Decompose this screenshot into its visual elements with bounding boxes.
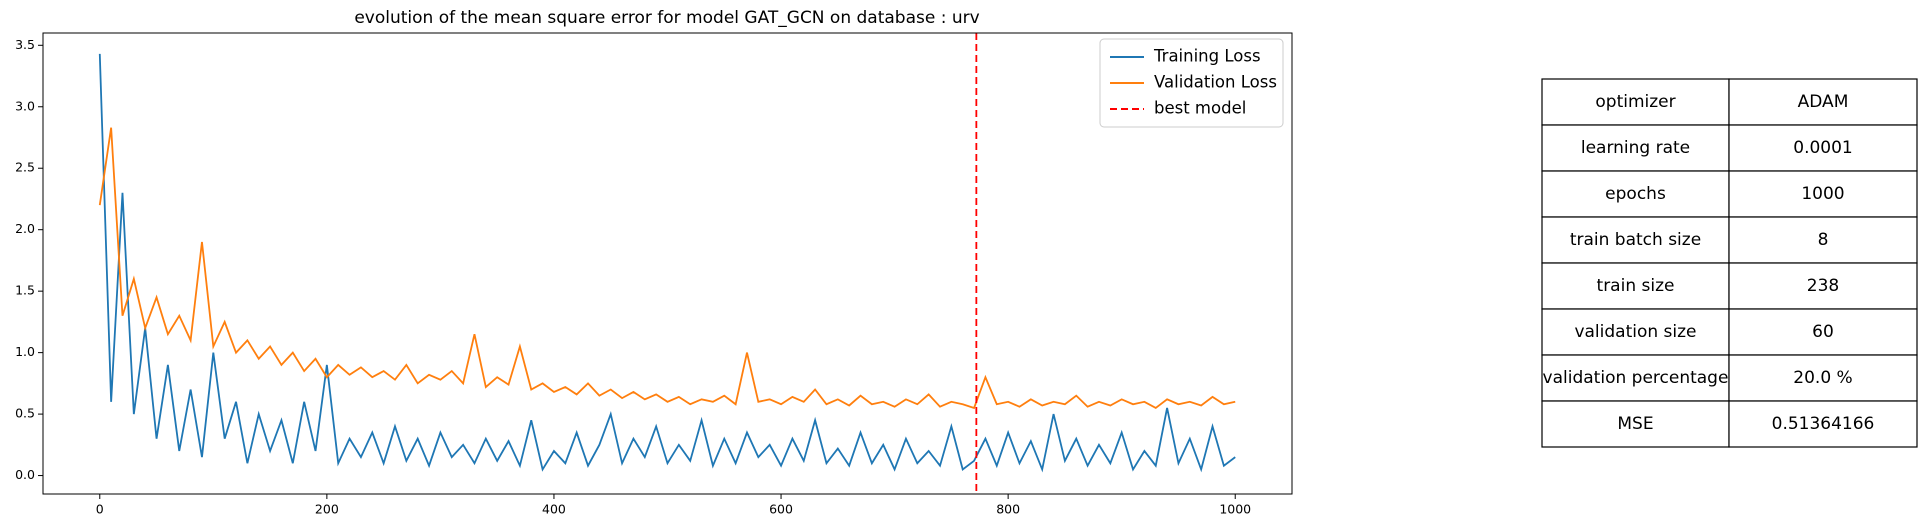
table-cell	[1541, 216, 1730, 264]
table-cell-text: 0.51364166	[1772, 414, 1875, 434]
table-cell-text: validation percentage	[1543, 368, 1729, 388]
legend-label: Validation Loss	[1154, 73, 1277, 92]
table-cell-text: 0.0001	[1793, 138, 1852, 158]
table-cell-text: learning rate	[1581, 138, 1690, 158]
plot-frame	[42, 32, 1293, 495]
x-tick-label: 0	[96, 502, 104, 517]
table-cell-text: epochs	[1605, 184, 1666, 204]
x-tick-label: 1000	[1219, 502, 1251, 517]
table-cell	[1541, 170, 1730, 218]
legend-label: Training Loss	[1153, 47, 1261, 66]
y-tick-label: 2.0	[15, 221, 35, 236]
table-cell	[1728, 400, 1918, 448]
x-tick-label: 800	[996, 502, 1020, 517]
table-cell	[1728, 308, 1918, 356]
table-cell-text: optimizer	[1595, 92, 1675, 112]
chart-title: evolution of the mean square error for m…	[354, 8, 979, 28]
table-cell	[1728, 78, 1918, 126]
line-series	[98, 53, 1236, 473]
x-tick-label: 200	[315, 502, 339, 517]
table-cell-text: train size	[1597, 276, 1675, 296]
y-tick-label: 1.5	[15, 283, 35, 298]
y-tick-label: 3.5	[15, 37, 35, 52]
table-cell	[1728, 170, 1918, 218]
table-cell-text: train batch size	[1570, 230, 1701, 250]
line-series	[98, 127, 1236, 410]
table-cell-text: 1000	[1801, 184, 1844, 204]
y-tick-label: 0.5	[15, 406, 35, 421]
y-tick-label: 0.0	[15, 467, 35, 482]
y-tick-label: 3.0	[15, 98, 35, 113]
table-cell	[1728, 262, 1918, 310]
table-cell	[1728, 124, 1918, 172]
x-tick-label: 600	[769, 502, 793, 517]
y-tick-label: 2.5	[15, 160, 35, 175]
table-cell-text: 8	[1818, 230, 1829, 250]
table-cell-text: 20.0 %	[1793, 368, 1852, 388]
table-cell	[1728, 216, 1918, 264]
table-cell	[1728, 354, 1918, 402]
table-cell	[1541, 78, 1730, 126]
y-tick-label: 1.0	[15, 344, 35, 359]
legend-label: best model	[1154, 99, 1246, 118]
table-cell	[1541, 400, 1730, 448]
table-cell-text: MSE	[1617, 414, 1653, 434]
table-cell-text: 60	[1812, 322, 1834, 342]
x-tick-label: 400	[542, 502, 566, 517]
table-cell-text: ADAM	[1798, 92, 1849, 112]
table-cell-text: 238	[1807, 276, 1839, 296]
legend-box	[1099, 38, 1284, 128]
table-cell-text: validation size	[1574, 322, 1696, 342]
